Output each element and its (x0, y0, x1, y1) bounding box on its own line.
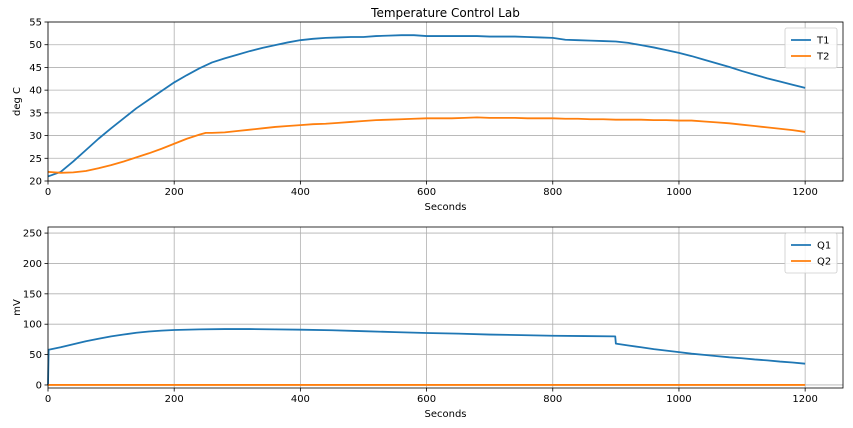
x-axis-label: Seconds (424, 409, 466, 420)
x-tick-label: 200 (165, 394, 184, 405)
x-tick-label: 400 (291, 187, 310, 198)
y-tick-label: 0 (36, 380, 42, 391)
y-axis-label: mV (12, 299, 23, 316)
y-tick-label: 25 (29, 154, 42, 165)
y-tick-label: 40 (29, 86, 42, 97)
series-line-t2 (47, 116, 806, 174)
heater-output-chart: 0 200 400 600 800 1000 1200 0 50 100 150 200 250 Seco… (12, 226, 844, 420)
y-tick-label: 150 (23, 289, 42, 300)
x-tick-label: 400 (291, 394, 310, 405)
y-tick-label: 200 (23, 259, 42, 270)
y-tick-label: 55 (29, 18, 42, 29)
y-tick-label: 50 (29, 350, 42, 361)
x-axis-label: Seconds (424, 202, 466, 213)
chart-title: Temperature Control Lab (370, 6, 520, 20)
series-line-q1 (47, 328, 806, 385)
x-tick-label: 0 (45, 394, 51, 405)
y-tick-label: 30 (29, 131, 42, 142)
x-tick-label: 1000 (666, 187, 691, 198)
temperature-chart: 0 200 400 600 800 1000 1200 20 25 30 35 40 45 50 55 Sec… (12, 6, 844, 213)
legend-box (784, 232, 838, 274)
y-tick-label: 250 (23, 229, 42, 240)
legend-label-q1: Q1 (817, 241, 831, 252)
legend-label-t1: T1 (816, 36, 829, 47)
y-tick-label: 50 (29, 40, 42, 51)
x-tick-label: 200 (165, 187, 184, 198)
x-tick-label: 600 (417, 187, 436, 198)
y-tick-label: 35 (29, 108, 42, 119)
y-axis-label: deg C (12, 87, 23, 116)
legend-label-t2: T2 (816, 52, 829, 63)
y-tick-label: 20 (29, 177, 42, 188)
x-tick-label: 1000 (666, 394, 691, 405)
x-tick-label: 1200 (792, 394, 817, 405)
x-tick-label: 1200 (792, 187, 817, 198)
x-tick-label: 600 (417, 394, 436, 405)
x-tick-label: 800 (543, 394, 562, 405)
x-tick-label: 0 (45, 187, 51, 198)
y-tick-label: 45 (29, 63, 42, 74)
plot-frame (47, 226, 844, 389)
series-line-t1 (47, 34, 806, 178)
plot-frame (47, 21, 844, 182)
y-tick-label: 100 (23, 320, 42, 331)
x-tick-label: 800 (543, 187, 562, 198)
legend-label-q2: Q2 (817, 257, 831, 268)
legend-box (784, 27, 838, 69)
